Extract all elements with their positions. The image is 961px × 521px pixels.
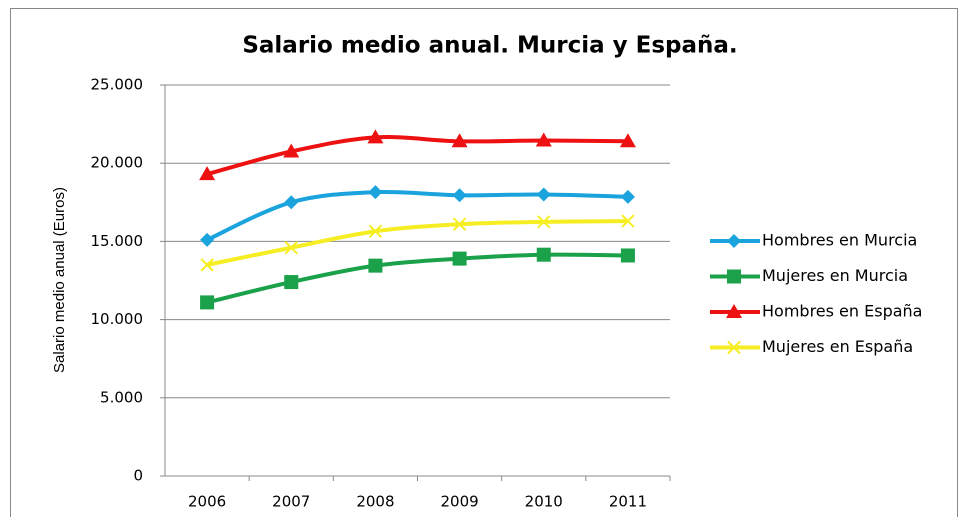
x-tick-label: 2007 <box>272 493 310 511</box>
x-tick-label: 2006 <box>188 493 226 511</box>
marker <box>619 133 636 148</box>
marker <box>727 269 741 284</box>
marker <box>451 133 468 148</box>
y-tick-label: 20.000 <box>91 154 144 172</box>
legend-label: Mujeres en España <box>762 337 913 356</box>
chart-frame <box>10 8 958 521</box>
marker <box>536 187 551 202</box>
marker <box>200 295 215 310</box>
y-tick-label: 25.000 <box>91 76 144 94</box>
marker <box>620 248 635 263</box>
legend-label: Hombres en Murcia <box>762 231 917 250</box>
y-tick-label: 5.000 <box>100 388 143 406</box>
marker <box>200 232 215 247</box>
y-axis-label: Salario medio anual (Euros) <box>51 187 68 373</box>
marker <box>452 251 467 266</box>
series-line <box>206 252 628 305</box>
legend-label: Mujeres en Murcia <box>762 266 908 285</box>
marker <box>284 240 298 255</box>
series-line <box>206 219 628 267</box>
marker <box>536 247 551 262</box>
legend-label: Hombres en España <box>762 302 922 321</box>
marker <box>200 258 214 272</box>
marker <box>368 258 383 273</box>
marker <box>537 215 551 229</box>
x-tick-label: 2008 <box>356 493 394 511</box>
marker <box>368 224 383 238</box>
y-tick-label: 10.000 <box>91 310 144 328</box>
marker <box>452 217 467 231</box>
y-tick-label: 0 <box>133 467 143 485</box>
marker <box>199 166 216 181</box>
marker <box>284 195 299 210</box>
marker <box>283 143 300 158</box>
x-tick-label: 2010 <box>525 493 563 511</box>
marker <box>535 132 552 147</box>
marker <box>727 234 741 248</box>
chart-title: Salario medio anual. Murcia y España. <box>242 33 737 59</box>
marker <box>452 188 467 203</box>
marker <box>368 185 383 200</box>
marker <box>367 129 384 144</box>
y-tick-label: 15.000 <box>91 232 144 250</box>
marker <box>620 189 635 204</box>
x-tick-label: 2011 <box>609 493 647 511</box>
x-tick-label: 2009 <box>440 493 478 511</box>
marker <box>726 304 742 318</box>
marker <box>284 275 299 290</box>
series-line <box>206 189 628 242</box>
series-line <box>206 135 628 177</box>
marker <box>727 340 741 355</box>
marker <box>621 214 635 228</box>
